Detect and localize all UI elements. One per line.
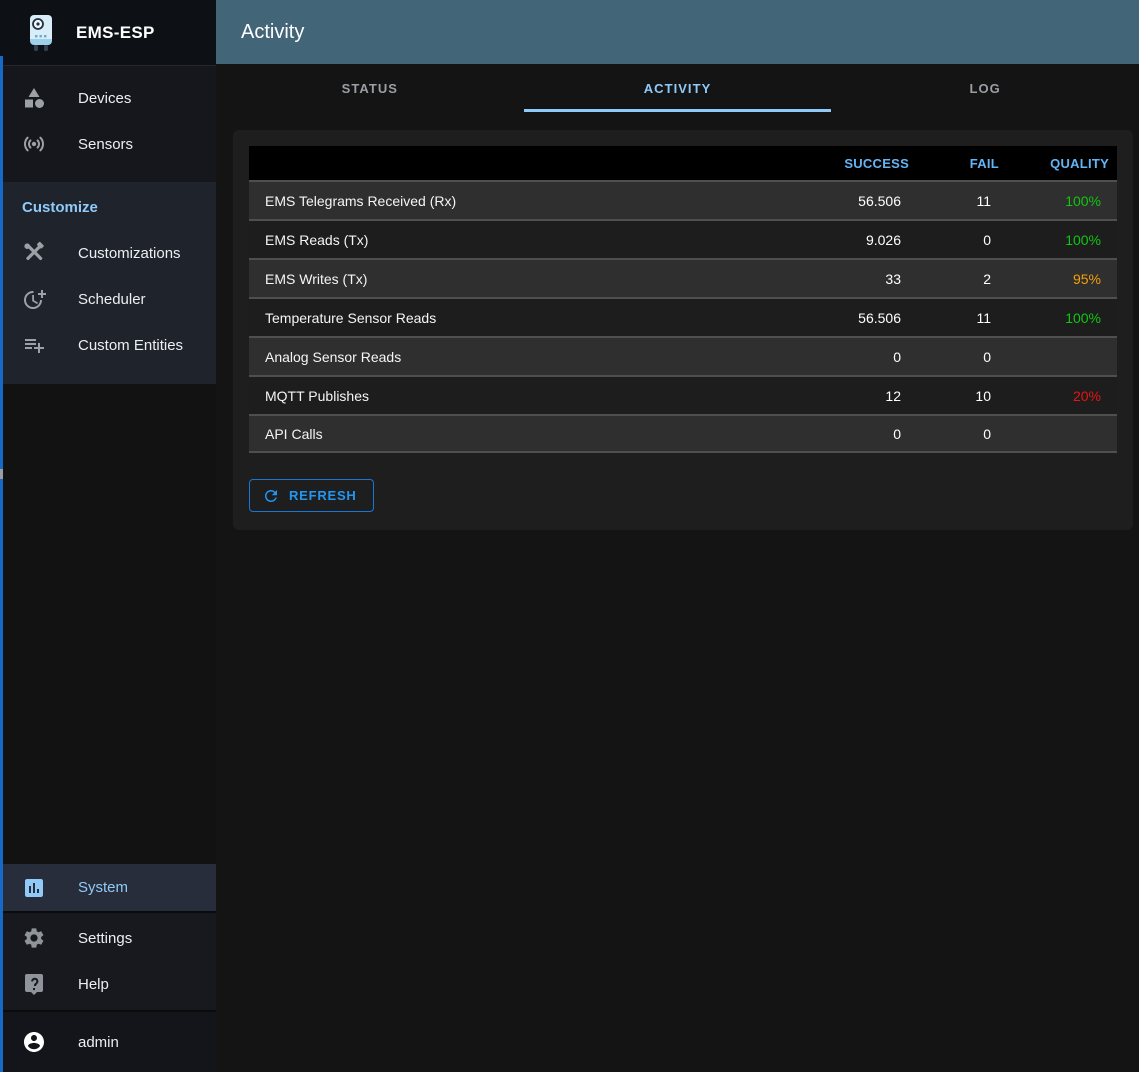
table-row: EMS Reads (Tx) 9.026 0 100% [249, 219, 1117, 258]
cell-name: API Calls [265, 425, 323, 442]
sidebar-item-label: Help [78, 975, 109, 993]
cell-quality: 95% [1072, 270, 1101, 287]
cell-name: EMS Telegrams Received (Rx) [265, 192, 457, 209]
sidebar-item-sensors[interactable]: Sensors [0, 121, 216, 167]
cell-fail: 10 [975, 387, 991, 404]
cell-name: EMS Writes (Tx) [265, 270, 368, 287]
cell-fail: 11 [976, 192, 991, 209]
boiler-logo-icon [26, 14, 56, 51]
help-icon [22, 972, 46, 996]
refresh-icon [262, 487, 280, 505]
sidebar-main-nav: Devices Sensors [0, 66, 216, 182]
column-header-quality: QUALITY [1050, 155, 1109, 171]
analytics-icon [22, 876, 46, 900]
sensors-icon [22, 132, 46, 156]
cell-name: Analog Sensor Reads [265, 348, 402, 365]
playlist-add-icon [22, 333, 46, 357]
cell-success: 56.506 [858, 309, 901, 326]
table-row: MQTT Publishes 12 10 20% [249, 375, 1117, 414]
gear-icon [22, 926, 46, 950]
sidebar-divider [0, 1010, 216, 1012]
cell-fail: 2 [983, 270, 991, 287]
category-icon [22, 86, 46, 110]
sidebar-divider [0, 911, 216, 913]
cell-success: 12 [885, 387, 901, 404]
page-title: Activity [241, 20, 305, 43]
more-time-icon [22, 287, 46, 311]
sidebar-item-label: Custom Entities [78, 336, 184, 354]
cell-fail: 11 [976, 309, 991, 326]
refresh-button-label: REFRESH [289, 488, 357, 503]
column-header-fail: FAIL [969, 155, 999, 171]
app-logo: EMS-ESP [0, 0, 216, 66]
table-row: API Calls 0 0 [249, 414, 1117, 453]
left-edge-accent-line [0, 56, 3, 1072]
table-row: Analog Sensor Reads 0 0 [249, 336, 1117, 375]
cell-success: 9.026 [865, 231, 901, 248]
sidebar-item-label: System [78, 879, 129, 896]
sidebar-item-help[interactable]: Help [0, 961, 216, 1007]
account-circle-icon [22, 1030, 46, 1054]
cell-quality: 20% [1072, 387, 1101, 404]
cell-success: 0 [893, 425, 901, 442]
sidebar-item-devices[interactable]: Devices [0, 75, 216, 121]
sidebar-item-system[interactable]: System [0, 864, 216, 911]
activity-table-header: SUCCESS FAIL QUALITY [249, 146, 1117, 180]
activity-card: SUCCESS FAIL QUALITY EMS Telegrams Received… [233, 130, 1133, 530]
sidebar-item-admin[interactable]: admin [0, 1019, 216, 1065]
table-row: EMS Telegrams Received (Rx) 56.506 11 100% [249, 180, 1117, 219]
customize-section-title: Customize [22, 199, 98, 216]
cell-quality: 100% [1065, 309, 1101, 326]
table-row: Temperature Sensor Reads 56.506 11 100% [249, 297, 1117, 336]
sidebar-item-label: Scheduler [78, 290, 146, 308]
tab-status[interactable]: STATUS [341, 80, 398, 96]
sidebar-item-label: Devices [78, 89, 132, 107]
cell-quality: 100% [1065, 192, 1101, 209]
cell-name: MQTT Publishes [265, 387, 369, 404]
cell-name: Temperature Sensor Reads [265, 309, 437, 326]
sidebar-customize-nav: Customizations Scheduler Custom Entities [0, 230, 216, 368]
sidebar-item-customizations[interactable]: Customizations [0, 230, 216, 276]
app-bar: Activity [216, 0, 1139, 64]
activity-table: SUCCESS FAIL QUALITY EMS Telegrams Received… [249, 146, 1117, 453]
cell-success: 33 [885, 270, 901, 287]
sidebar-system-section: System [0, 864, 216, 911]
sidebar-item-label: admin [78, 1033, 119, 1051]
table-row: EMS Writes (Tx) 33 2 95% [249, 258, 1117, 297]
cell-success: 56.506 [858, 192, 901, 209]
sidebar-user-section: admin [0, 1012, 216, 1072]
sidebar-customize-section: Customize Customizations Scheduler Custom … [0, 182, 216, 384]
cell-quality: 100% [1065, 231, 1101, 248]
cell-fail: 0 [983, 231, 991, 248]
refresh-button[interactable]: REFRESH [249, 479, 374, 512]
construction-icon [22, 241, 46, 265]
tab-activity[interactable]: ACTIVITY [523, 64, 832, 112]
sidebar-item-label: Sensors [78, 135, 134, 153]
main-content: Activity STATUS ACTIVITY LOG SUCCESS FAIL QU… [216, 0, 1139, 1072]
cell-fail: 0 [983, 348, 991, 365]
cell-success: 0 [893, 348, 901, 365]
sidebar-item-label: Customizations [78, 244, 181, 262]
column-header-success: SUCCESS [844, 155, 909, 171]
sidebar-item-scheduler[interactable]: Scheduler [0, 276, 216, 322]
sidebar-spacer [0, 384, 216, 864]
sidebar: EMS-ESP Devices Sensors Customize Customi… [0, 0, 216, 1072]
sidebar-item-label: Settings [78, 929, 133, 947]
cell-name: EMS Reads (Tx) [265, 231, 369, 248]
sidebar-item-settings[interactable]: Settings [0, 915, 216, 961]
tab-bar: STATUS ACTIVITY LOG [216, 64, 1139, 112]
sidebar-footer-section: Settings Help [0, 913, 216, 1010]
tab-log[interactable]: LOG [969, 80, 1001, 96]
cell-fail: 0 [983, 425, 991, 442]
left-edge-scroll-marker [0, 469, 3, 479]
sidebar-item-custom-entities[interactable]: Custom Entities [0, 322, 216, 368]
app-title: EMS-ESP [76, 22, 155, 42]
